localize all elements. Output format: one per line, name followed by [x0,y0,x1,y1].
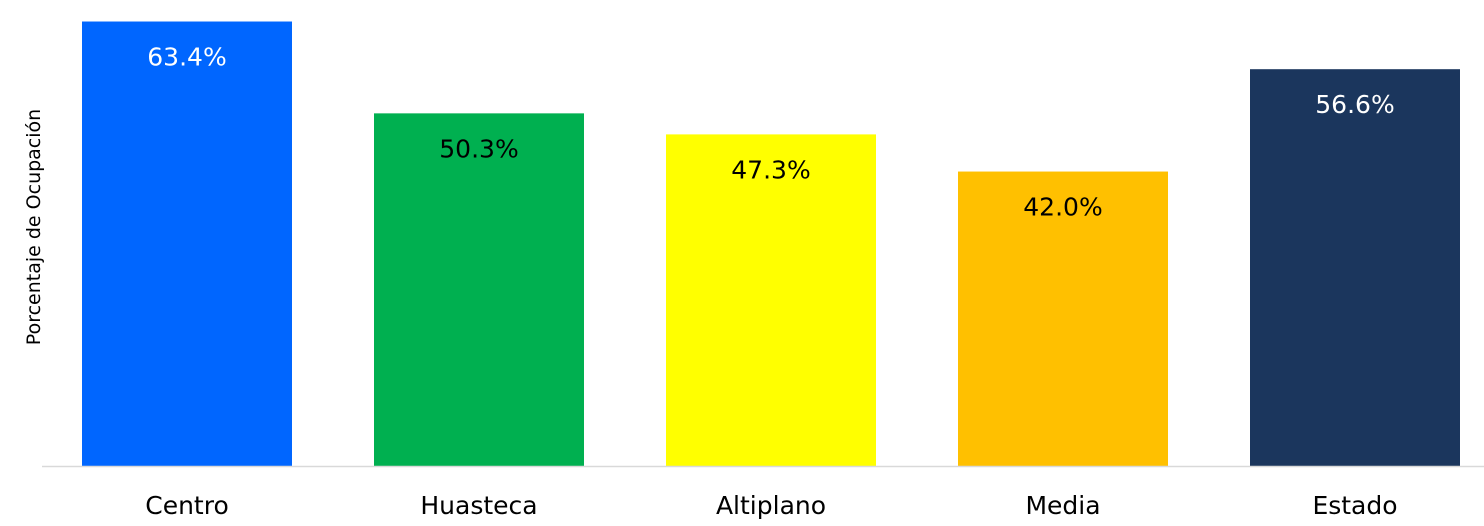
y-axis-label: Porcentaje de Ocupación [23,109,45,345]
bar-huasteca [374,113,584,466]
category-label-altiplano: Altiplano [716,491,826,520]
category-label-huasteca: Huasteca [420,491,537,520]
bar-media [958,171,1168,466]
category-label-estado: Estado [1312,491,1397,520]
bars-group: 63.4% 50.3% 47.3% 42.0% 56.6% [82,21,1460,467]
value-label-estado: 56.6% [1315,90,1394,119]
value-label-huasteca: 50.3% [439,134,518,163]
bar-centro [82,21,292,467]
value-label-centro: 63.4% [147,43,226,72]
bar-altiplano [666,134,876,466]
value-label-media: 42.0% [1023,193,1102,222]
value-label-altiplano: 47.3% [731,155,810,184]
category-label-media: Media [1025,491,1100,520]
category-label-centro: Centro [145,491,229,520]
bar-estado [1250,69,1460,467]
category-labels: Centro Huasteca Altiplano Media Estado [145,491,1397,520]
